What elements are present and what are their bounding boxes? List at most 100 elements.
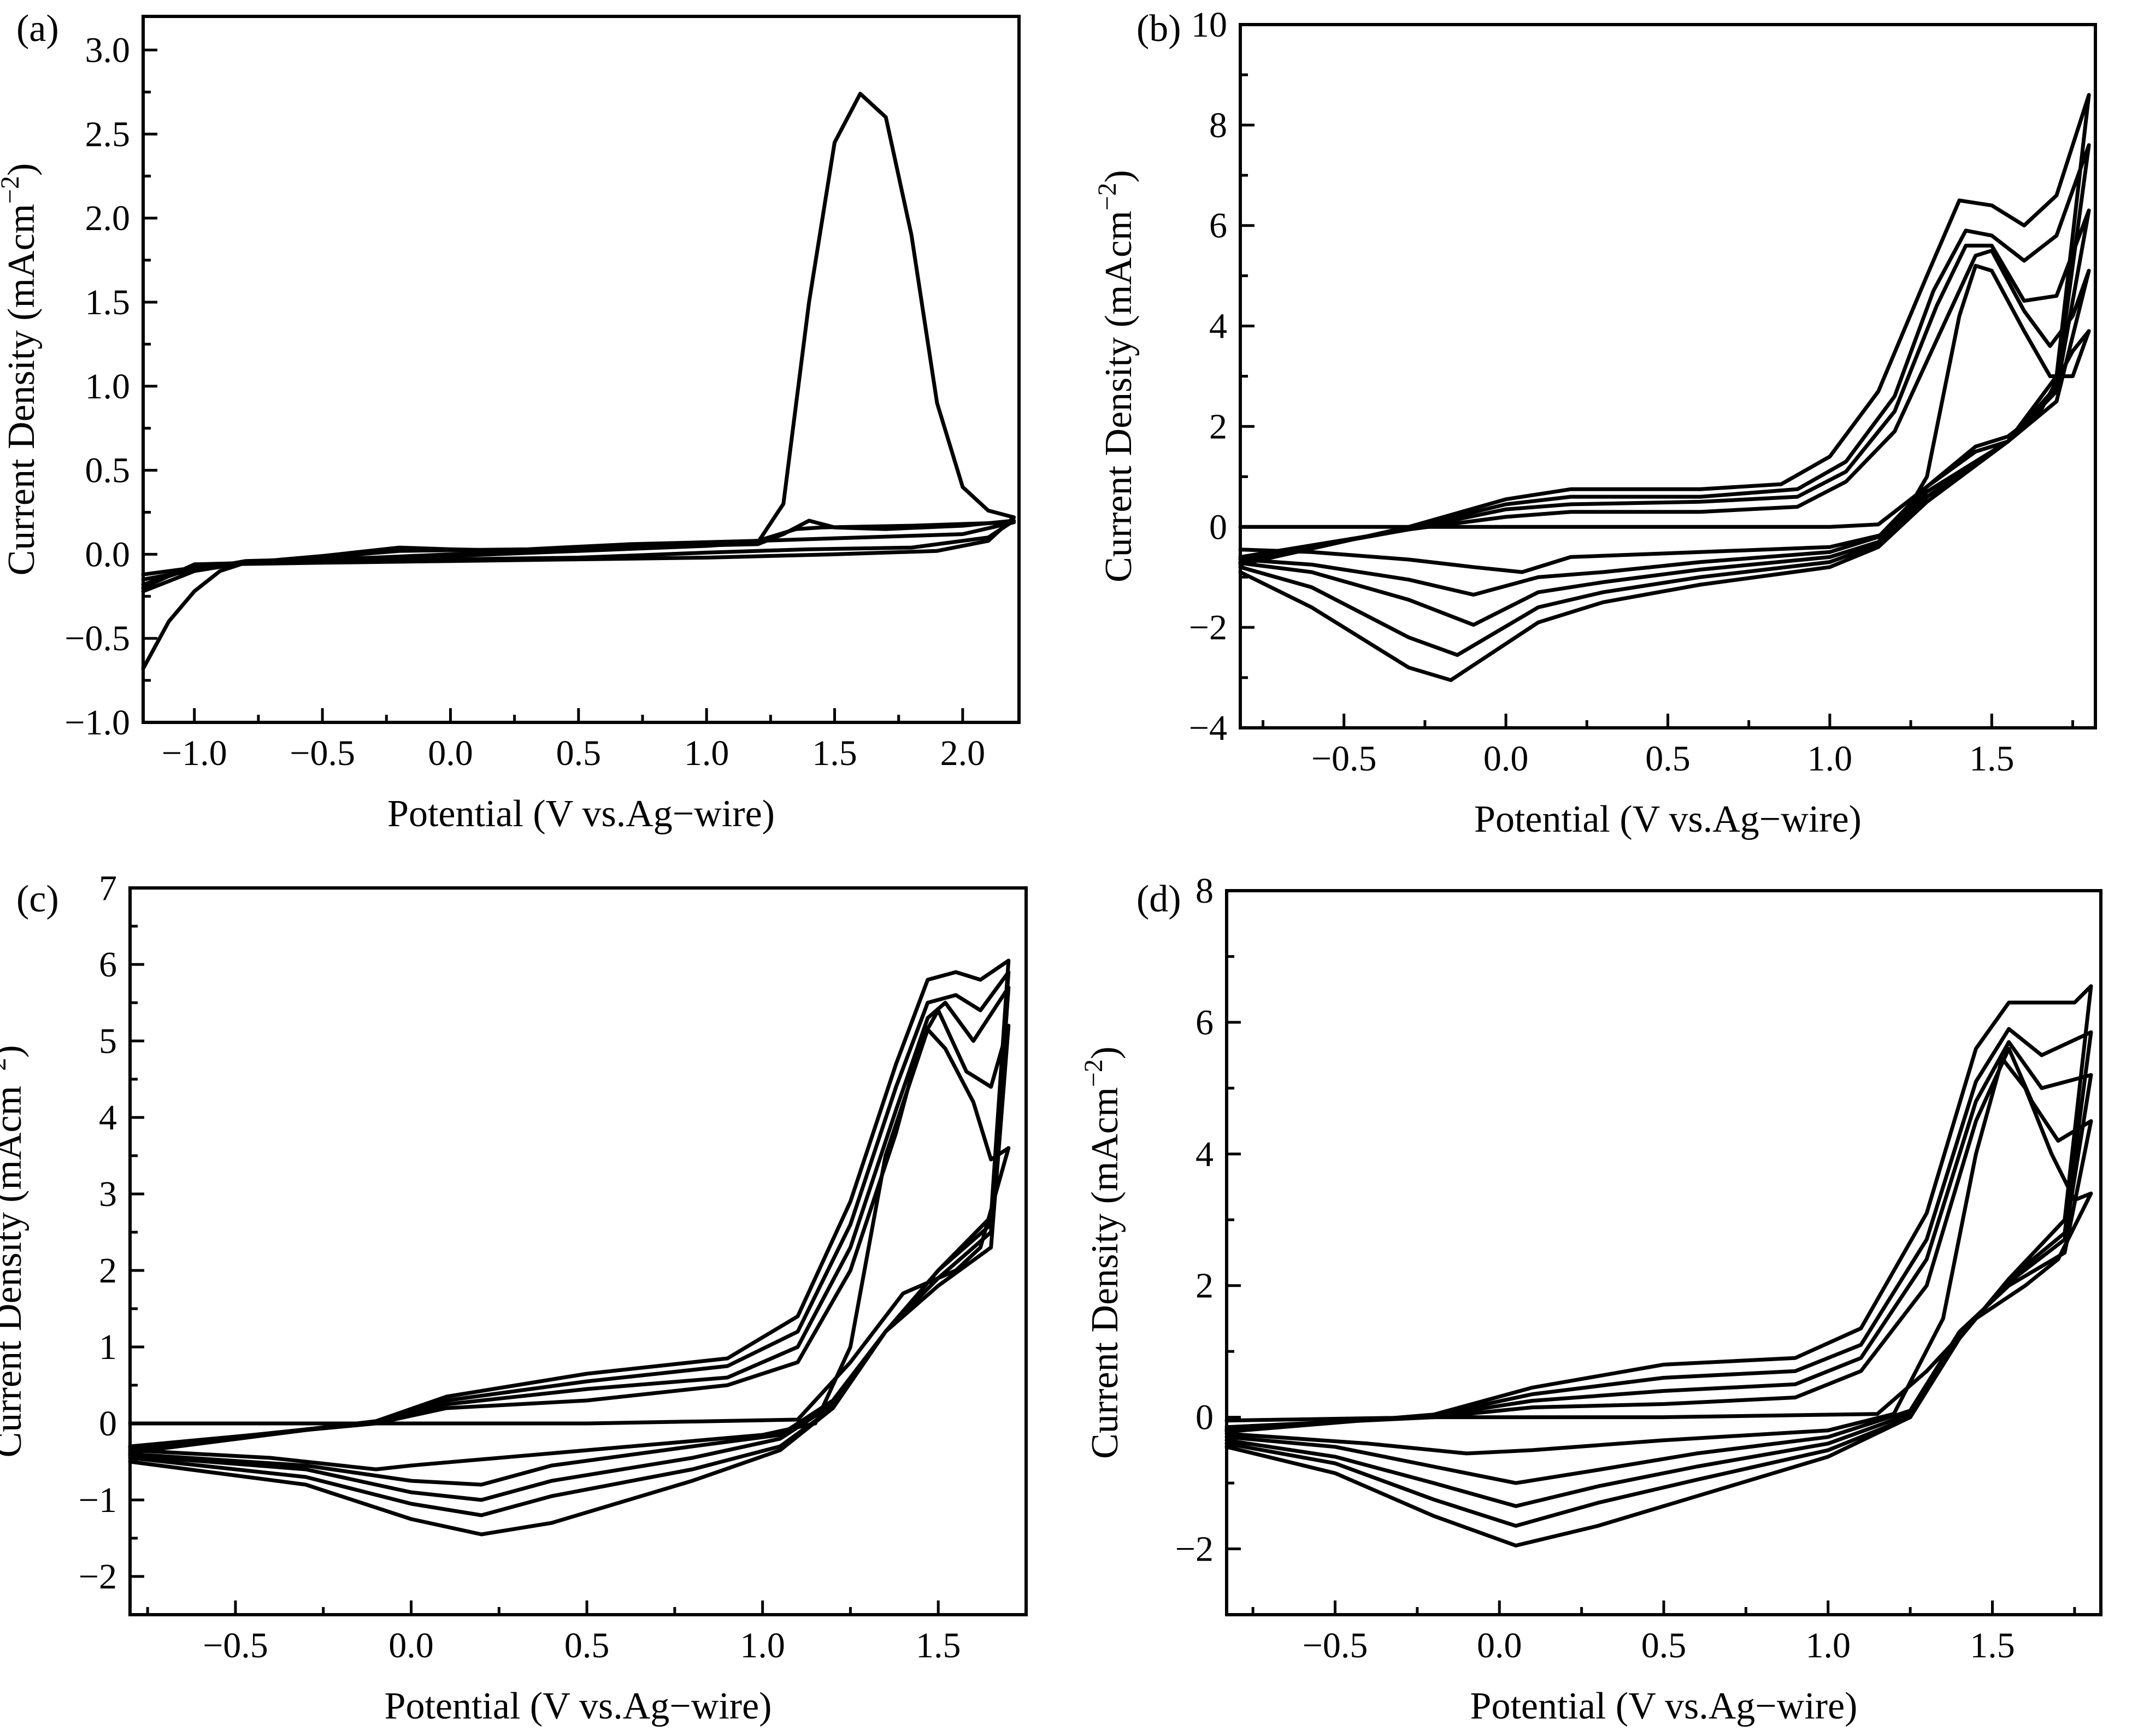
cv-curve-cycle-1 (141, 92, 1016, 671)
cv-curve-cycle-2 (128, 1008, 1011, 1487)
panel-b: (b) −0.5 0.0 0.5 1.0 1.5 −4 −2 0 2 4 6 8 10 Potentia… (1093, 5, 2097, 840)
panel-a: (a) −1.0 −0.5 0.0 0.5 1.0 1.5 2.0 −1.0 −0.5 0.0 0.… (0, 8, 1021, 835)
y-tick-label: 0 (1195, 1398, 1214, 1438)
y-tick-label: 6 (1195, 1003, 1214, 1043)
x-tick-label: 1.0 (1807, 739, 1853, 779)
x-tick-label: −0.5 (290, 733, 355, 773)
y-axis-label-main: Current Density (mAcm (0, 1086, 30, 1457)
panel-c: (c) −0.5 0.0 0.5 1.0 1.5 −2 −1 0 1 2 3 4 5 6 7 Potenti… (0, 868, 1028, 1727)
cv-curve-cycle-6 (141, 520, 1016, 581)
x-tick-label: 0.0 (1477, 1626, 1522, 1666)
x-tick-label: 1.5 (812, 733, 857, 773)
x-tick-label: −0.5 (1303, 1626, 1368, 1666)
y-axis-label-sup: −2 (1079, 1059, 1108, 1087)
x-tick-label: −0.5 (203, 1626, 268, 1666)
y-tick-label: −4 (1189, 708, 1227, 748)
panel-label: (b) (1136, 8, 1181, 50)
y-tick-label: 4 (1209, 307, 1227, 346)
cv-curve-cycle-5 (128, 958, 1011, 1537)
y-axis-label-close: ) (0, 1045, 30, 1058)
y-tick-label: 7 (99, 868, 117, 908)
y-tick-label: 0.5 (85, 451, 131, 491)
plot-frame (142, 15, 1021, 724)
y-axis-label: Current Density (mAcm−2) (1093, 170, 1140, 582)
y-tick-label: 0 (1209, 507, 1227, 547)
x-tick-label: 0.5 (1641, 1626, 1687, 1666)
y-axis-label-sup: −2 (1093, 183, 1122, 210)
y-tick-label: 2.5 (85, 114, 131, 154)
panel-label: (d) (1136, 878, 1181, 920)
x-tick-label: 1.0 (684, 733, 729, 773)
y-tick-label: −1.0 (64, 703, 130, 743)
y-axis-label-main: Current Density (mAcm (1, 204, 43, 575)
y-tick-label: 3 (99, 1174, 117, 1214)
x-tick-label: −0.5 (1311, 739, 1377, 779)
y-tick-label: 2 (1209, 407, 1227, 446)
y-tick-label: −2 (79, 1557, 117, 1597)
y-axis-label-main: Current Density (mAcm (1084, 1087, 1126, 1458)
tick-group: −0.5 0.0 0.5 1.0 1.5 −4 −2 0 2 4 6 8 10 (1189, 5, 2075, 779)
x-tick-label: 2.0 (940, 733, 986, 773)
y-axis-label-close: ) (1098, 170, 1140, 183)
cv-curve-cycle-4 (1224, 1027, 2093, 1528)
cv-curve-cycle-1 (128, 1027, 1011, 1472)
curve-group (1238, 93, 2091, 682)
y-axis-label-close: ) (1, 163, 43, 176)
y-tick-label: 6 (99, 945, 117, 985)
y-tick-label: 3.0 (85, 31, 131, 70)
plot-frame (128, 886, 1028, 1616)
x-tick-label: −1.0 (162, 733, 227, 773)
y-tick-label: 1 (99, 1327, 117, 1367)
curve-group (141, 92, 1016, 671)
y-tick-label: 10 (1191, 5, 1227, 45)
x-axis-label: Potential (V vs.Ag−wire) (1474, 798, 1862, 840)
y-tick-label: 4 (99, 1098, 117, 1138)
y-axis-label-sup: −2 (0, 1058, 11, 1086)
cv-curve-cycle-3 (1224, 1040, 2093, 1508)
y-tick-label: 2.0 (85, 198, 131, 238)
cv-curve-cycle-1 (1238, 263, 2091, 574)
y-tick-label: 2 (1195, 1266, 1214, 1306)
y-axis-label: Current Density (mAcm−2) (0, 1045, 30, 1458)
x-tick-label: 0.5 (1645, 739, 1691, 779)
curve-group (128, 958, 1011, 1537)
x-tick-label: 1.5 (916, 1626, 961, 1666)
x-axis-label: Potential (V vs.Ag−wire) (385, 1685, 772, 1727)
x-tick-label: 0.0 (428, 733, 473, 773)
y-axis-label-close: ) (1084, 1046, 1126, 1059)
plot-frame (1225, 889, 2102, 1616)
x-tick-label: 1.5 (1970, 1626, 2015, 1666)
y-tick-label: 5 (99, 1021, 117, 1061)
y-tick-label: −0.5 (64, 619, 130, 658)
y-axis-label: Current Density (mAcm−2) (1079, 1046, 1126, 1459)
y-tick-label: 2 (99, 1251, 117, 1291)
panel-label: (c) (16, 878, 59, 920)
y-tick-label: 4 (1195, 1134, 1214, 1174)
y-tick-label: 6 (1209, 206, 1227, 246)
cv-curve-cycle-2 (1238, 249, 2091, 597)
panel-label: (a) (16, 8, 59, 50)
x-tick-label: 1.5 (1969, 739, 2015, 779)
cv-curve-cycle-4 (1238, 143, 2091, 657)
y-tick-label: 1.5 (85, 283, 131, 322)
panel-d: (d) −0.5 0.0 0.5 1.0 1.5 −2 0 2 4 6 8 Potential (V… (1079, 871, 2102, 1727)
y-tick-label: 0.0 (85, 534, 131, 574)
y-axis-label-sup: −2 (0, 176, 25, 204)
x-tick-label: 1.0 (1806, 1626, 1851, 1666)
x-tick-label: 0.0 (1483, 739, 1529, 779)
x-axis-label: Potential (V vs.Ag−wire) (387, 793, 775, 835)
curve-group (1224, 984, 2093, 1547)
cv-curve-cycle-5 (1238, 93, 2091, 682)
y-tick-label: 1.0 (85, 367, 131, 407)
y-axis-label-main: Current Density (mAcm (1098, 210, 1140, 582)
tick-group: −1.0 −0.5 0.0 0.5 1.0 1.5 2.0 −1.0 −0.5 0.0 0.5 1.0… (64, 31, 985, 773)
y-tick-label: −2 (1175, 1529, 1214, 1569)
cv-curve-cycle-5 (1224, 984, 2093, 1547)
y-tick-label: −2 (1189, 608, 1227, 648)
x-tick-label: 0.5 (556, 733, 602, 773)
y-tick-label: −1 (79, 1480, 117, 1520)
plot-frame (1239, 23, 2097, 729)
x-tick-label: 0.5 (564, 1626, 610, 1666)
